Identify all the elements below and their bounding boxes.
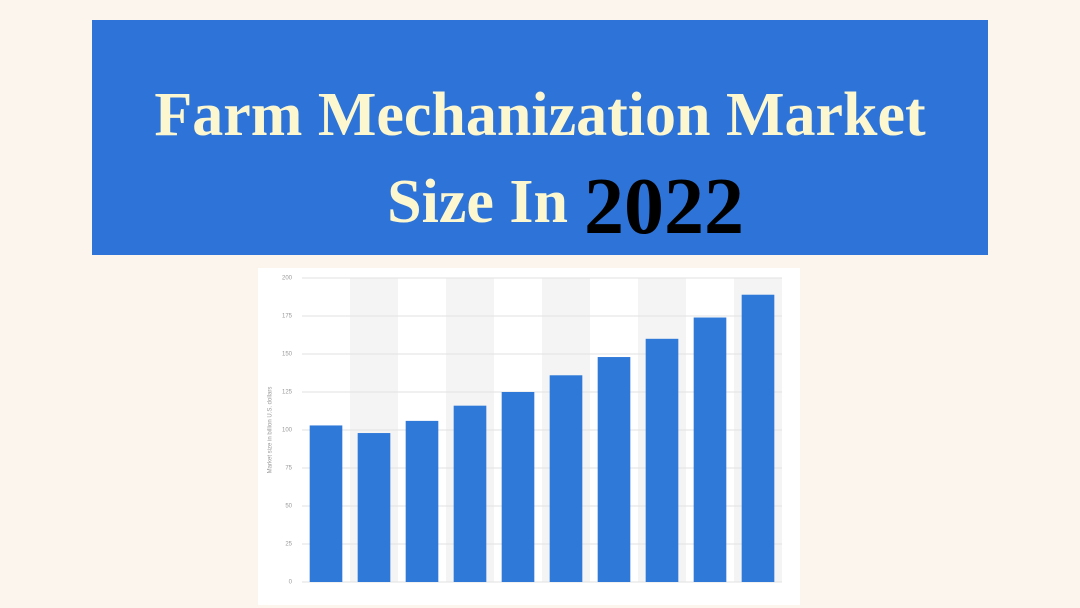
bar (645, 338, 679, 582)
bar (309, 425, 343, 582)
y-tick-label: 200 (282, 276, 293, 282)
y-tick-label: 150 (282, 352, 293, 358)
bar (357, 433, 391, 582)
title-line: Size In (387, 168, 568, 236)
y-tick-label: 125 (282, 390, 293, 396)
bar (405, 420, 439, 582)
y-axis-label: Market size in billion U.S. dollars (268, 387, 274, 474)
y-tick-label: 100 (282, 428, 293, 434)
title-banner (92, 20, 988, 255)
y-tick-label: 50 (285, 504, 292, 510)
title-line: Farm Mechanization Market (154, 81, 926, 149)
title-year: 2022 (584, 163, 744, 251)
bar (453, 405, 487, 582)
y-tick-label: 175 (282, 314, 293, 320)
bar (549, 375, 583, 582)
bar (693, 317, 727, 582)
bar (741, 294, 775, 582)
y-tick-label: 0 (289, 580, 293, 586)
y-tick-label: 25 (285, 542, 292, 548)
y-tick-label: 75 (285, 466, 292, 472)
bar (597, 357, 631, 582)
bar (501, 392, 535, 582)
